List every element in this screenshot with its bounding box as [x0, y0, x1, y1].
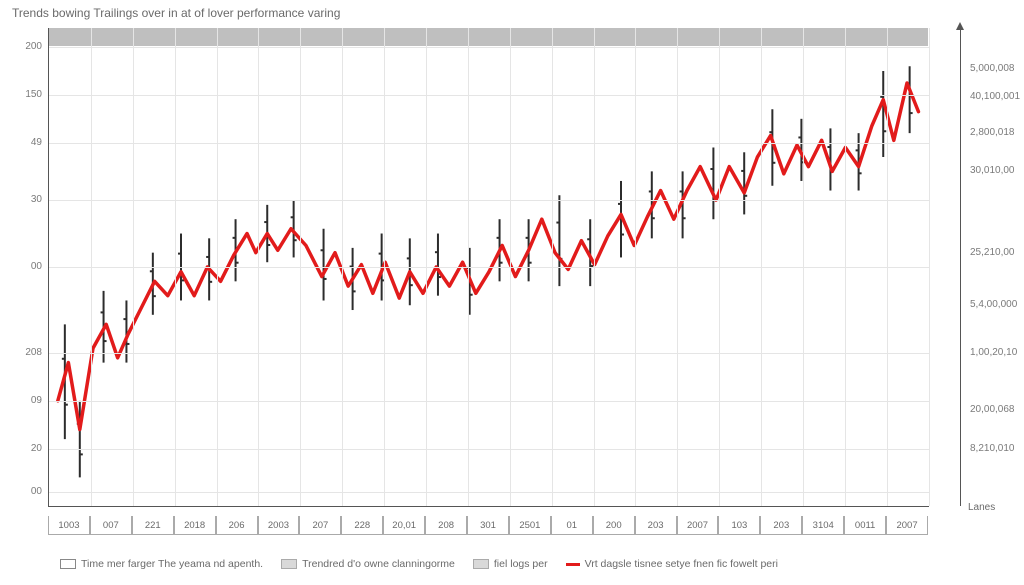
y-tick-left: 09: [8, 395, 42, 406]
x-tick: 3104: [802, 516, 844, 535]
gridline-horizontal: [49, 200, 929, 201]
y-tick-left: 30: [8, 194, 42, 205]
y-tick-right: 1,00,20,10: [970, 347, 1017, 358]
x-tick: 20,01: [383, 516, 425, 535]
legend-swatch-icon: [60, 559, 76, 569]
gridline-horizontal: [49, 449, 929, 450]
y-tick-left: 00: [8, 261, 42, 272]
right-axis-caption: Lanes: [968, 502, 995, 513]
y-tick-right: 8,210,010: [970, 443, 1015, 454]
x-tick: 301: [467, 516, 509, 535]
x-tick: 007: [90, 516, 132, 535]
gridline-horizontal: [49, 267, 929, 268]
legend-label: Time mer farger The yeama nd apenth.: [81, 558, 263, 570]
gridline-horizontal: [49, 47, 929, 48]
x-tick: 1003: [48, 516, 90, 535]
plot-area: [48, 28, 929, 507]
x-tick: 0011: [844, 516, 886, 535]
x-tick: 103: [718, 516, 760, 535]
chart-title: Trends bowing Trailings over in at of lo…: [12, 6, 340, 20]
y-tick-right: 40,100,001: [970, 91, 1020, 102]
y-tick-right: 30,010,00: [970, 165, 1015, 176]
gridline-horizontal: [49, 95, 929, 96]
x-tick: 228: [341, 516, 383, 535]
x-tick: 2007: [677, 516, 719, 535]
legend-item: Time mer farger The yeama nd apenth.: [60, 558, 263, 570]
y-tick-left: 150: [8, 89, 42, 100]
gridline-horizontal: [49, 143, 929, 144]
chart-container: { "title": "Trends bowing Trailings over…: [0, 0, 1024, 585]
y-tick-left: 200: [8, 41, 42, 52]
gridline-horizontal: [49, 401, 929, 402]
y-tick-left: 20: [8, 443, 42, 454]
y-tick-right: 5,4,00,000: [970, 299, 1017, 310]
y-tick-left: 208: [8, 347, 42, 358]
x-tick: 221: [132, 516, 174, 535]
legend-item: fiel logs per: [473, 558, 548, 570]
legend-swatch-icon: [566, 563, 580, 566]
x-tick: 2018: [174, 516, 216, 535]
x-tick: 203: [635, 516, 677, 535]
x-tick: 206: [216, 516, 258, 535]
y-tick-right: 20,00,068: [970, 404, 1015, 415]
legend-swatch-icon: [473, 559, 489, 569]
right-axis-line: [960, 28, 961, 506]
y-tick-right: 5,000,008: [970, 63, 1015, 74]
legend-item: Vrt dagsle tisnee setye fnen fic fowelt …: [566, 558, 778, 570]
x-tick: 2007: [886, 516, 928, 535]
y-tick-left: 00: [8, 486, 42, 497]
legend-item: Trendred d'o owne clanningorme: [281, 558, 455, 570]
x-tick: 2003: [258, 516, 300, 535]
legend-swatch-icon: [281, 559, 297, 569]
gridline-horizontal: [49, 353, 929, 354]
y-tick-right: 2,800,018: [970, 127, 1015, 138]
legend-label: Vrt dagsle tisnee setye fnen fic fowelt …: [585, 558, 778, 570]
x-tick: 203: [760, 516, 802, 535]
x-tick: 200: [593, 516, 635, 535]
legend: Time mer farger The yeama nd apenth. Tren…: [60, 558, 778, 570]
x-tick: 208: [425, 516, 467, 535]
y-tick-right: 25,210,00: [970, 247, 1015, 258]
trend-line: [58, 83, 919, 430]
x-tick: 01: [551, 516, 593, 535]
legend-label: Trendred d'o owne clanningorme: [302, 558, 455, 570]
legend-label: fiel logs per: [494, 558, 548, 570]
x-tick: 207: [299, 516, 341, 535]
x-tick: 2501: [509, 516, 551, 535]
right-axis-arrow-icon: [956, 22, 964, 30]
gridline-horizontal: [49, 492, 929, 493]
y-tick-left: 49: [8, 137, 42, 148]
